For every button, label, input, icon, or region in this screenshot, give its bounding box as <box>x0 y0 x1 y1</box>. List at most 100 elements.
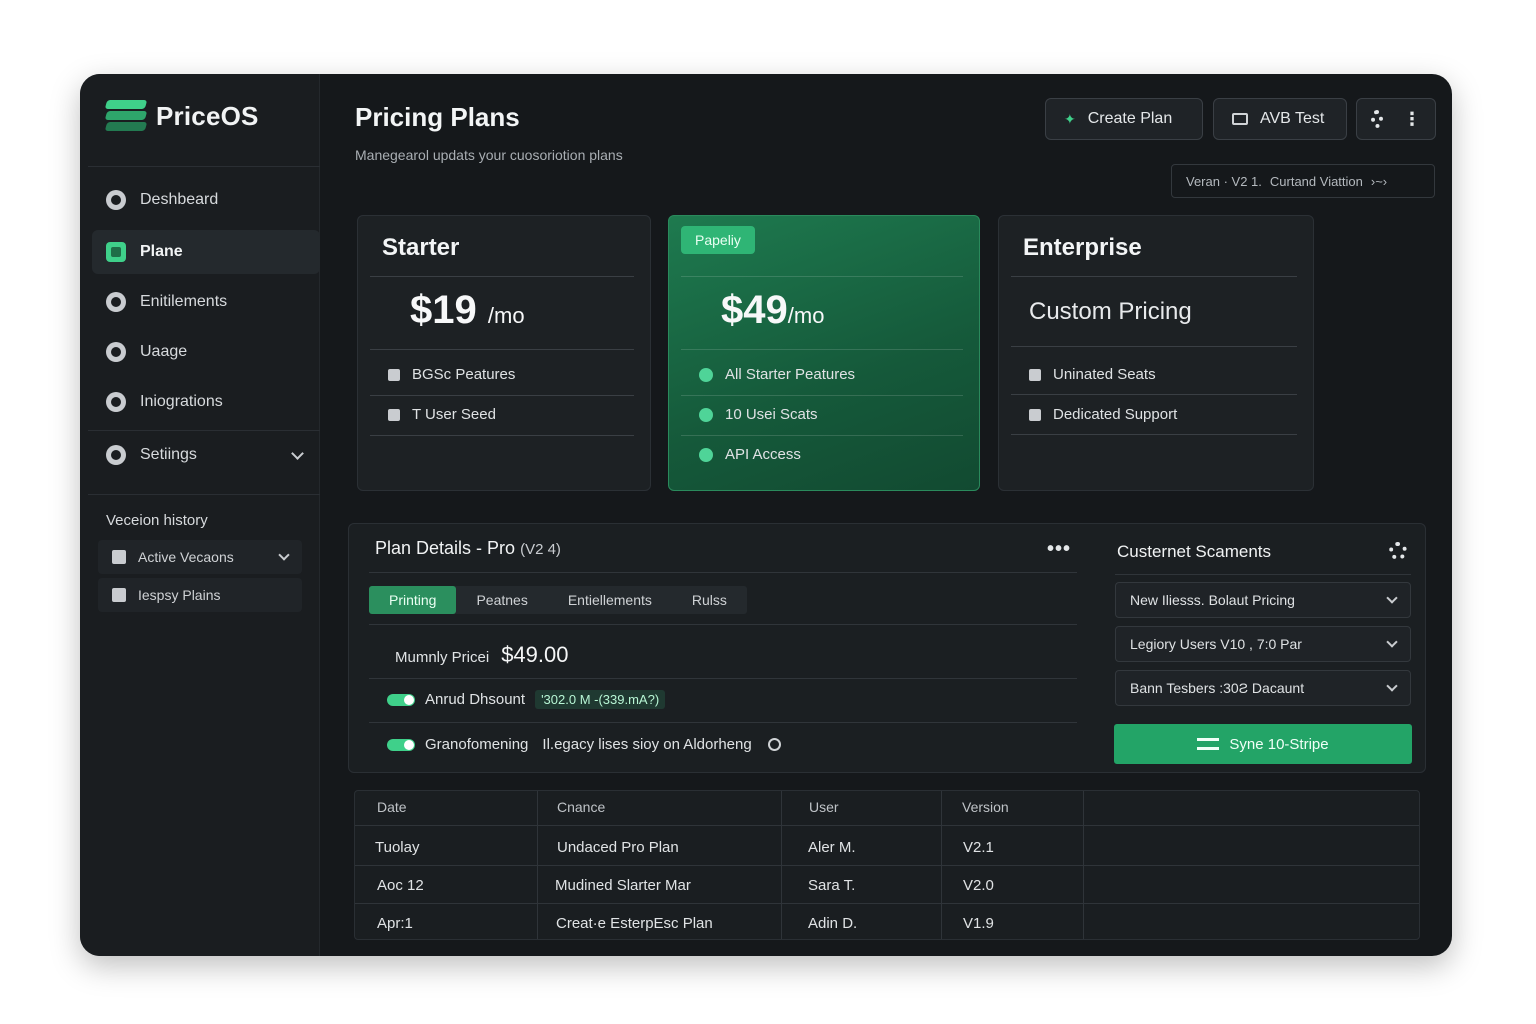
plan-feature: 10 Usei Scats <box>699 406 818 423</box>
support-icon <box>1029 408 1041 421</box>
sync-icon <box>1197 738 1220 750</box>
price-value: 49 <box>743 288 788 332</box>
more-horizontal-icon[interactable]: ••• <box>1047 538 1072 560</box>
annual-discount-toggle[interactable] <box>387 693 415 706</box>
table-cell: V1.9 <box>963 915 994 932</box>
app-name: PriceOS <box>156 100 259 131</box>
sidebar-item-dashboard[interactable]: Deshbeard <box>92 178 320 222</box>
archive-icon <box>112 588 126 602</box>
dashboard-icon <box>106 190 126 210</box>
segment-label: Legiory Users V10 , 7:0 Par <box>1130 636 1302 652</box>
plan-feature: Dedicated Support <box>1029 406 1177 423</box>
card-divider <box>370 435 634 436</box>
feature-label: All Starter Peatures <box>725 366 856 383</box>
table-cell: Undaced Pro Plan <box>557 839 679 856</box>
more-vertical-icon: ⋮ <box>1403 108 1421 129</box>
plan-card-enterprise[interactable]: Enterprise Custom Pricing Uninated Seats… <box>998 215 1314 491</box>
sidebar-item-entitlements[interactable]: Enitilements <box>92 280 320 324</box>
details-title: Plan Details - Pro (V2 4) <box>375 538 561 559</box>
price-value: 19 <box>432 288 477 332</box>
version-history-legacy[interactable]: Iespsy Plains <box>98 578 302 612</box>
table-cell: Sara T. <box>808 877 856 894</box>
segments-title: Custernet Scaments <box>1117 542 1272 561</box>
plan-price: $49/mo <box>721 288 824 333</box>
grandfathering-text: Il.egacy lises sioy on Aldorheng <box>542 736 752 753</box>
row-divider <box>355 825 1419 826</box>
integrations-icon <box>106 392 126 412</box>
feature-label: 10 Usei Scats <box>725 406 818 423</box>
users-icon <box>388 408 400 421</box>
ab-test-label: AVB Test <box>1260 110 1325 127</box>
layers-icon <box>106 242 126 262</box>
price-period: /mo <box>787 303 825 328</box>
tab-entitlements[interactable]: Entiellements <box>567 592 652 608</box>
feature-label: Uninated Seats <box>1053 366 1156 383</box>
segment-select[interactable]: Bann Tesbers :30Ƨ Dacaunt <box>1115 670 1411 706</box>
sidebar-item-plans[interactable]: Plane <box>92 230 320 274</box>
info-circle-icon[interactable] <box>767 738 781 751</box>
version-history-label: Active Vecaons <box>138 549 234 565</box>
lock-icon <box>388 368 400 381</box>
feature-label: BGSc Peatures <box>412 366 516 383</box>
logo-icon <box>104 100 148 132</box>
version-history-table: Date Cnance User Version Tuolay Undaced … <box>354 790 1420 940</box>
details-title-text: Plan Details - Pro <box>375 538 516 558</box>
sidebar-item-label: Setiings <box>140 446 197 463</box>
page-title: Pricing Plans <box>355 102 520 132</box>
card-divider <box>370 276 634 277</box>
sidebar-item-label: Plane <box>140 243 183 260</box>
card-divider <box>370 349 634 350</box>
card-divider <box>681 276 963 277</box>
sidebar-item-settings[interactable]: Setiings <box>92 433 320 477</box>
chevron-down-icon <box>1386 680 1398 692</box>
grandfathering-label: Granofomening <box>425 736 529 753</box>
segments-divider <box>1115 574 1411 575</box>
annual-discount-value: '302.0 M -(339.mA?) <box>535 690 666 709</box>
sidebar-item-usage[interactable]: Uaage <box>92 330 320 374</box>
chevron-down-icon <box>1386 636 1398 648</box>
sidebar-item-integrations[interactable]: Iniogrations <box>92 380 320 424</box>
tab-features[interactable]: Peatnes <box>476 592 528 608</box>
table-cell: Apr:1 <box>377 915 413 932</box>
tab-rules[interactable]: Rulss <box>691 592 727 608</box>
custom-pricing: Custom Pricing <box>1029 298 1192 325</box>
feature-label: T User Seed <box>412 406 496 423</box>
gear-icon[interactable] <box>1389 542 1407 560</box>
chevron-down-icon <box>1386 592 1398 604</box>
segment-label: Bann Tesbers :30Ƨ Dacaunt <box>1130 680 1305 696</box>
settings-menu-button[interactable]: ⋮ <box>1356 98 1436 140</box>
segment-select[interactable]: Legiory Users V10 , 7:0 Par <box>1115 626 1411 662</box>
version-history-active[interactable]: Active Vecaons <box>98 540 302 574</box>
plus-icon: ✦ <box>1064 110 1076 127</box>
popular-badge: Papeliy <box>681 226 755 254</box>
page-subtitle: Manegearol updats your cuosoriotion plan… <box>355 147 623 163</box>
plan-price: $19 /mo <box>410 288 525 333</box>
annual-discount-row: Anrud Dhsount '302.0 M -(339.mA?) <box>387 690 666 709</box>
ab-test-button[interactable]: AVB Test <box>1213 98 1347 140</box>
plan-feature: API Access <box>699 446 801 463</box>
version-selector[interactable]: Veran · V2 1. Curtand Viattion ›~› <box>1171 164 1435 198</box>
sidebar: PriceOS Deshbeard Plane Enitilements Uaa… <box>80 74 320 956</box>
card-divider <box>681 349 963 350</box>
annual-discount-label: Anrud Dhsount <box>425 691 526 708</box>
card-divider <box>1011 434 1297 435</box>
segment-select[interactable]: New Iliesss. Bolaut Pricing <box>1115 582 1411 618</box>
plan-feature: All Starter Peatures <box>699 366 855 383</box>
details-version: (V2 4) <box>520 541 561 558</box>
details-tabs: Printing Peatnes Entiellements Rulss <box>369 586 747 614</box>
card-divider <box>1011 276 1297 277</box>
price-period: /mo <box>487 303 525 328</box>
tab-pricing[interactable]: Printing <box>369 586 457 614</box>
card-divider <box>681 435 963 436</box>
column-header: User <box>809 799 839 815</box>
plan-card-starter[interactable]: Starter $19 /mo BGSc Peatures T User See… <box>357 215 651 491</box>
row-divider <box>355 865 1419 866</box>
grandfathering-row: Granofomening Il.egacy lises sioy on Ald… <box>387 736 781 753</box>
create-plan-button[interactable]: ✦ Create Plan <box>1045 98 1203 140</box>
details-divider <box>369 678 1077 679</box>
table-cell: Creat·e EsterpEsc Plan <box>556 915 713 932</box>
sync-stripe-button[interactable]: Syne 10-Stripe <box>1114 724 1412 764</box>
grandfathering-toggle[interactable] <box>387 738 415 751</box>
logo[interactable]: PriceOS <box>104 100 259 132</box>
plan-card-pro[interactable]: Papeliy $49/mo All Starter Peatures 10 U… <box>668 215 980 491</box>
